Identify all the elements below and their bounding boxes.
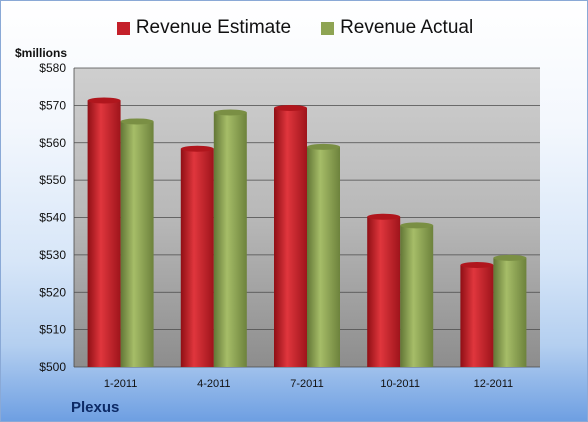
bar-estimate — [87, 100, 121, 368]
bar-actual-cap — [307, 143, 340, 150]
y-tick-label: $580 — [39, 61, 66, 75]
y-tick-label: $550 — [39, 173, 66, 187]
bars — [87, 97, 527, 368]
x-tick-label: 4-2011 — [197, 378, 230, 390]
bar-estimate-cap — [367, 213, 401, 220]
legend-label-estimate: Revenue Estimate — [135, 17, 292, 38]
y-tick-label: $560 — [39, 136, 66, 150]
bar-actual-cap — [493, 254, 527, 261]
bar-actual — [400, 225, 434, 367]
bar-estimate — [274, 107, 307, 368]
y-tick-label: $510 — [39, 323, 66, 337]
y-tick-label: $530 — [39, 248, 66, 262]
legend-item-actual: Revenue Actual — [321, 17, 473, 39]
legend-swatch-estimate — [116, 21, 130, 35]
x-tick-label: 7-2011 — [290, 378, 323, 390]
x-tick-label: 10-2011 — [380, 378, 420, 390]
bar-actual — [120, 121, 154, 367]
bar-estimate-cap — [87, 97, 121, 104]
legend-swatch-actual — [321, 21, 335, 35]
x-tick-label: 12-2011 — [474, 378, 514, 390]
y-axis-unit-label: $millions — [15, 46, 68, 60]
bar-actual-cap — [120, 118, 154, 125]
x-tick-label: 1-2011 — [104, 378, 137, 390]
legend: Revenue Estimate Revenue Actual — [1, 17, 587, 39]
legend-item-estimate: Revenue Estimate — [116, 17, 292, 39]
y-tick-label: $570 — [39, 98, 66, 112]
y-tick-label: $500 — [39, 360, 66, 374]
bar-actual-cap — [213, 109, 247, 116]
bar-actual — [213, 112, 247, 367]
bar-estimate — [367, 216, 401, 367]
bar-estimate-cap — [460, 261, 494, 268]
company-name: Plexus — [71, 399, 120, 416]
y-axis: $500 $510 $520 $530 $540 $550 $560 $570 $580 — [39, 61, 66, 374]
bar-estimate-cap — [274, 104, 307, 111]
y-tick-label: $540 — [39, 211, 66, 225]
bar-estimate-cap — [180, 145, 214, 152]
bar-actual — [493, 257, 527, 367]
bar-actual — [307, 146, 340, 367]
x-axis: 1-2011 4-2011 7-2011 10-2011 12-2011 — [104, 378, 513, 390]
legend-label-actual: Revenue Actual — [340, 17, 474, 38]
bar-actual-cap — [400, 222, 434, 229]
y-tick-label: $520 — [39, 285, 66, 299]
bar-estimate — [460, 264, 494, 367]
bar-estimate — [180, 148, 214, 367]
